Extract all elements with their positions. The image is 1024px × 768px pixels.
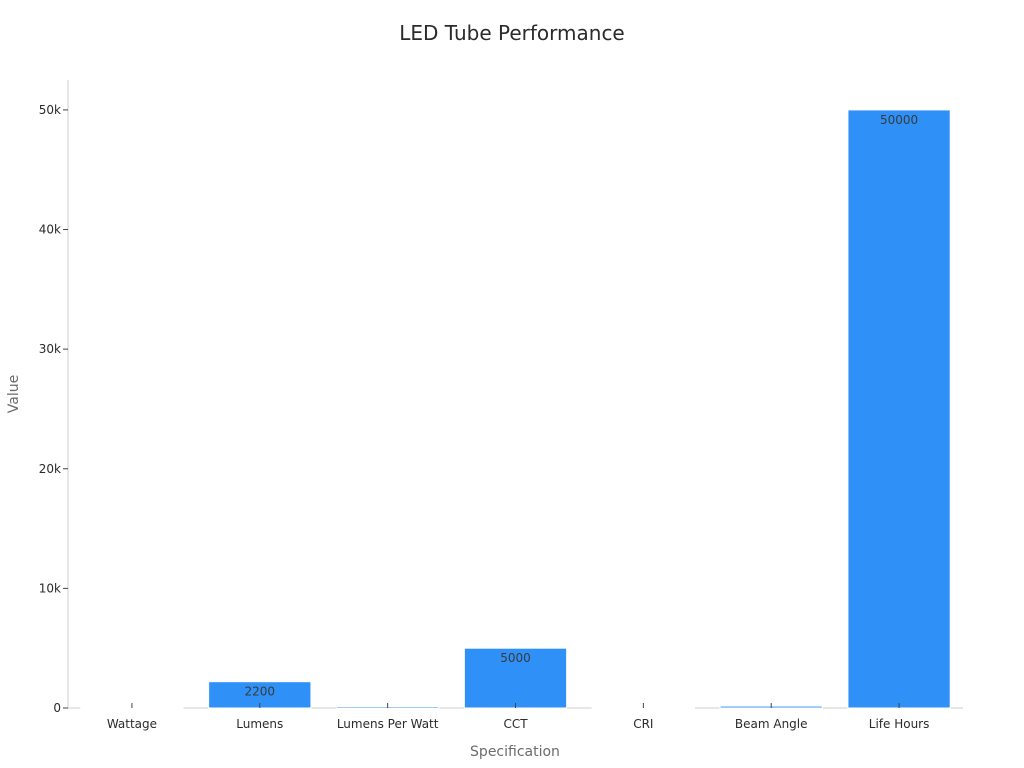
y-tick-label: 20k [39,462,61,476]
y-axis-ticks: 0 10k 20k 30k 40k 50k [39,103,68,715]
bar-value-label: 50000 [880,113,918,127]
x-axis-title: Specification [470,744,560,760]
x-tick-label: Lumens Per Watt [337,717,439,731]
x-tick-label: Life Hours [869,717,930,731]
x-tick-label: Wattage [107,717,157,731]
x-tick-label: Lumens [236,717,283,731]
x-tick-label: CRI [633,717,653,731]
bars [80,109,951,709]
y-axis-title: Value [6,375,22,413]
y-tick-label: 10k [39,581,61,595]
bar-cct [463,647,568,709]
chart-title: LED Tube Performance [399,21,625,45]
bar-value-label: 5000 [500,651,531,665]
y-tick-label: 50k [39,103,61,117]
y-tick-label: 0 [53,701,61,715]
bar-value-label: 2200 [245,685,276,699]
y-tick-label: 30k [39,342,61,356]
x-tick-label: Beam Angle [735,717,808,731]
x-axis-ticks: Wattage Lumens Lumens Per Watt CCT CRI Beam A… [107,703,930,731]
bar-life-hours [847,109,951,709]
data-labels: 2200 5000 50000 [245,113,919,699]
x-tick-label: CCT [503,717,528,731]
y-tick-label: 40k [39,223,61,237]
